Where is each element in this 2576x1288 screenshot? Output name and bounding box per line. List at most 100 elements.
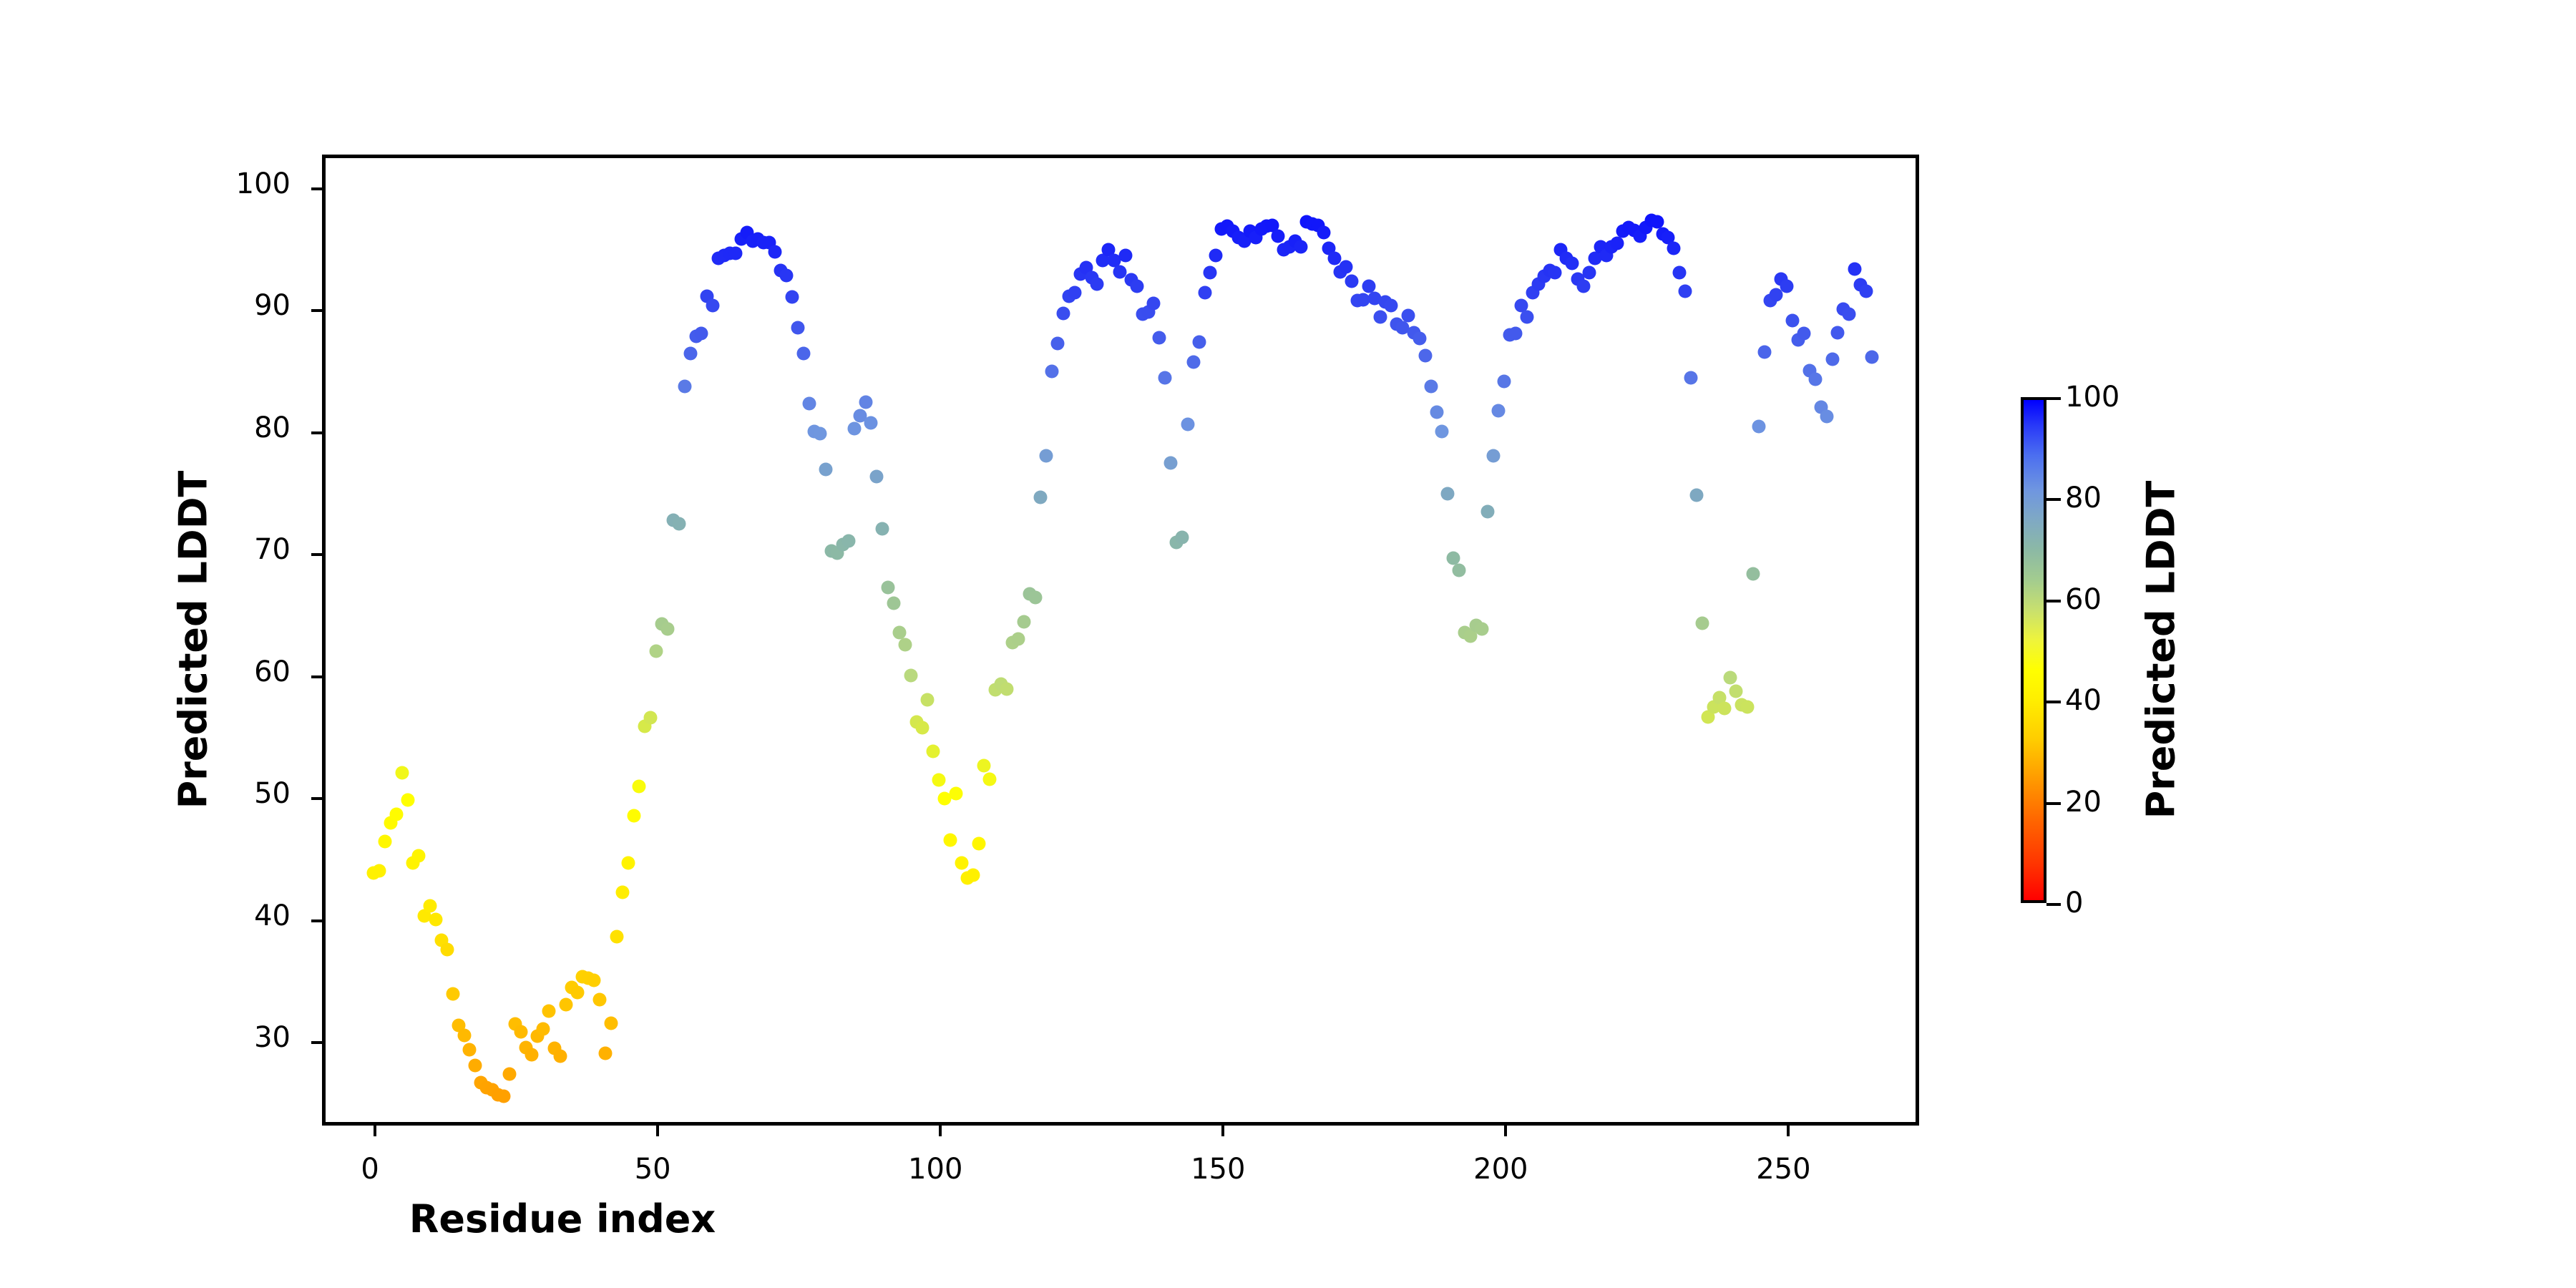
scatter-point [955, 856, 969, 870]
scatter-point [1752, 419, 1766, 434]
scatter-point [1101, 243, 1116, 257]
colorbar-tick-label: 0 [2065, 887, 2084, 919]
scatter-point [592, 992, 607, 1007]
scatter-point [1565, 256, 1579, 270]
scatter-point [1339, 260, 1353, 274]
scatter-point [1576, 279, 1591, 293]
scatter-point [1413, 331, 1427, 346]
scatter-point [1158, 371, 1172, 385]
scatter-point [615, 885, 630, 899]
scatter-point [898, 638, 912, 652]
scatter-point [423, 899, 437, 913]
scatter-point [1317, 225, 1330, 240]
scatter-point [429, 912, 443, 927]
scatter-point [1520, 310, 1534, 324]
scatter-point [1435, 424, 1449, 439]
scatter-point [1294, 240, 1308, 254]
scatter-point [1039, 449, 1053, 463]
colorbar-tick-mark [2046, 801, 2061, 805]
y-axis-tick-label: 30 [254, 1021, 291, 1055]
colorbar-gradient [2021, 397, 2046, 903]
scatter-point [1740, 700, 1755, 714]
scatter-point [1475, 622, 1489, 636]
scatter-point [859, 395, 873, 409]
colorbar-tick-mark [2046, 397, 2061, 400]
scatter-point [1582, 265, 1596, 280]
scatter-point [1175, 530, 1189, 545]
scatter-point [785, 290, 799, 304]
scatter-point [1848, 262, 1862, 276]
colorbar-tick-mark [2046, 903, 2061, 906]
scatter-point [847, 421, 862, 436]
scatter-point [1780, 279, 1794, 293]
scatter-point [1186, 355, 1201, 369]
scatter-point [1430, 405, 1444, 419]
x-axis-tick-mark [374, 1122, 377, 1136]
x-axis-tick-label: 150 [1191, 1153, 1246, 1186]
scatter-point [1068, 286, 1082, 300]
scatter-point [1440, 487, 1455, 501]
scatter-point [937, 791, 952, 806]
scatter-point [841, 534, 856, 548]
x-axis-tick-mark [1504, 1122, 1508, 1136]
scatter-point [694, 326, 708, 341]
scatter-point [1056, 306, 1070, 320]
y-axis-tick-mark [311, 553, 326, 557]
scatter-point [791, 321, 805, 335]
y-axis-tick-label: 50 [254, 777, 291, 811]
scatter-point [1684, 371, 1698, 385]
x-axis-tick-mark [1787, 1122, 1790, 1136]
x-axis-tick-label: 250 [1756, 1153, 1811, 1186]
y-axis-tick-mark [311, 309, 326, 313]
y-axis-tick-mark [311, 797, 326, 801]
x-axis-tick-mark [656, 1122, 660, 1136]
scatter-point [1152, 331, 1166, 345]
colorbar-tick-mark [2046, 498, 2061, 502]
scatter-point [1695, 616, 1709, 630]
x-axis-tick-label: 100 [908, 1153, 963, 1186]
scatter-point [1090, 277, 1104, 291]
scatter-point [768, 245, 782, 259]
scatter-point [982, 772, 997, 786]
scatter-point [440, 942, 454, 957]
scatter-point [802, 396, 816, 411]
scatter-point [1395, 321, 1410, 335]
scatter-point [559, 997, 573, 1012]
scatter-point [1327, 251, 1342, 265]
y-axis-tick-label: 40 [254, 899, 291, 932]
scatter-point [1424, 379, 1438, 394]
scatter-point [446, 987, 460, 1001]
scatter-point [796, 346, 811, 361]
scatter-point [1130, 279, 1144, 293]
scatter-point [1271, 229, 1285, 243]
scatter-point [949, 786, 963, 801]
plot-axes-frame [311, 155, 1919, 1136]
scatter-point [1769, 288, 1783, 302]
colorbar-tick-label: 20 [2065, 785, 2102, 819]
scatter-point [943, 833, 957, 847]
y-axis-tick-label: 100 [235, 167, 291, 200]
scatter-point [553, 1049, 567, 1063]
scatter-point [813, 426, 827, 441]
scatter-point [1163, 456, 1178, 470]
scatter-point [706, 298, 720, 313]
scatter-point [604, 1016, 618, 1030]
x-axis-tick-mark [1221, 1122, 1225, 1136]
y-axis-tick-label: 80 [254, 411, 291, 444]
colorbar-tick-mark [2046, 701, 2061, 704]
scatter-point [1401, 308, 1415, 323]
scatter-point [1672, 265, 1687, 280]
scatter-point [1491, 404, 1506, 418]
scatter-point [819, 462, 833, 477]
scatter-point [1192, 335, 1206, 349]
scatter-point [502, 1067, 517, 1081]
scatter-point [1820, 409, 1834, 424]
scatter-point [869, 469, 884, 484]
scatter-point [1209, 248, 1223, 263]
scatter-point [570, 985, 585, 1000]
scatter-point [672, 517, 686, 531]
scatter-point [411, 849, 426, 863]
scatter-point [1345, 274, 1359, 288]
scatter-point [881, 580, 895, 595]
